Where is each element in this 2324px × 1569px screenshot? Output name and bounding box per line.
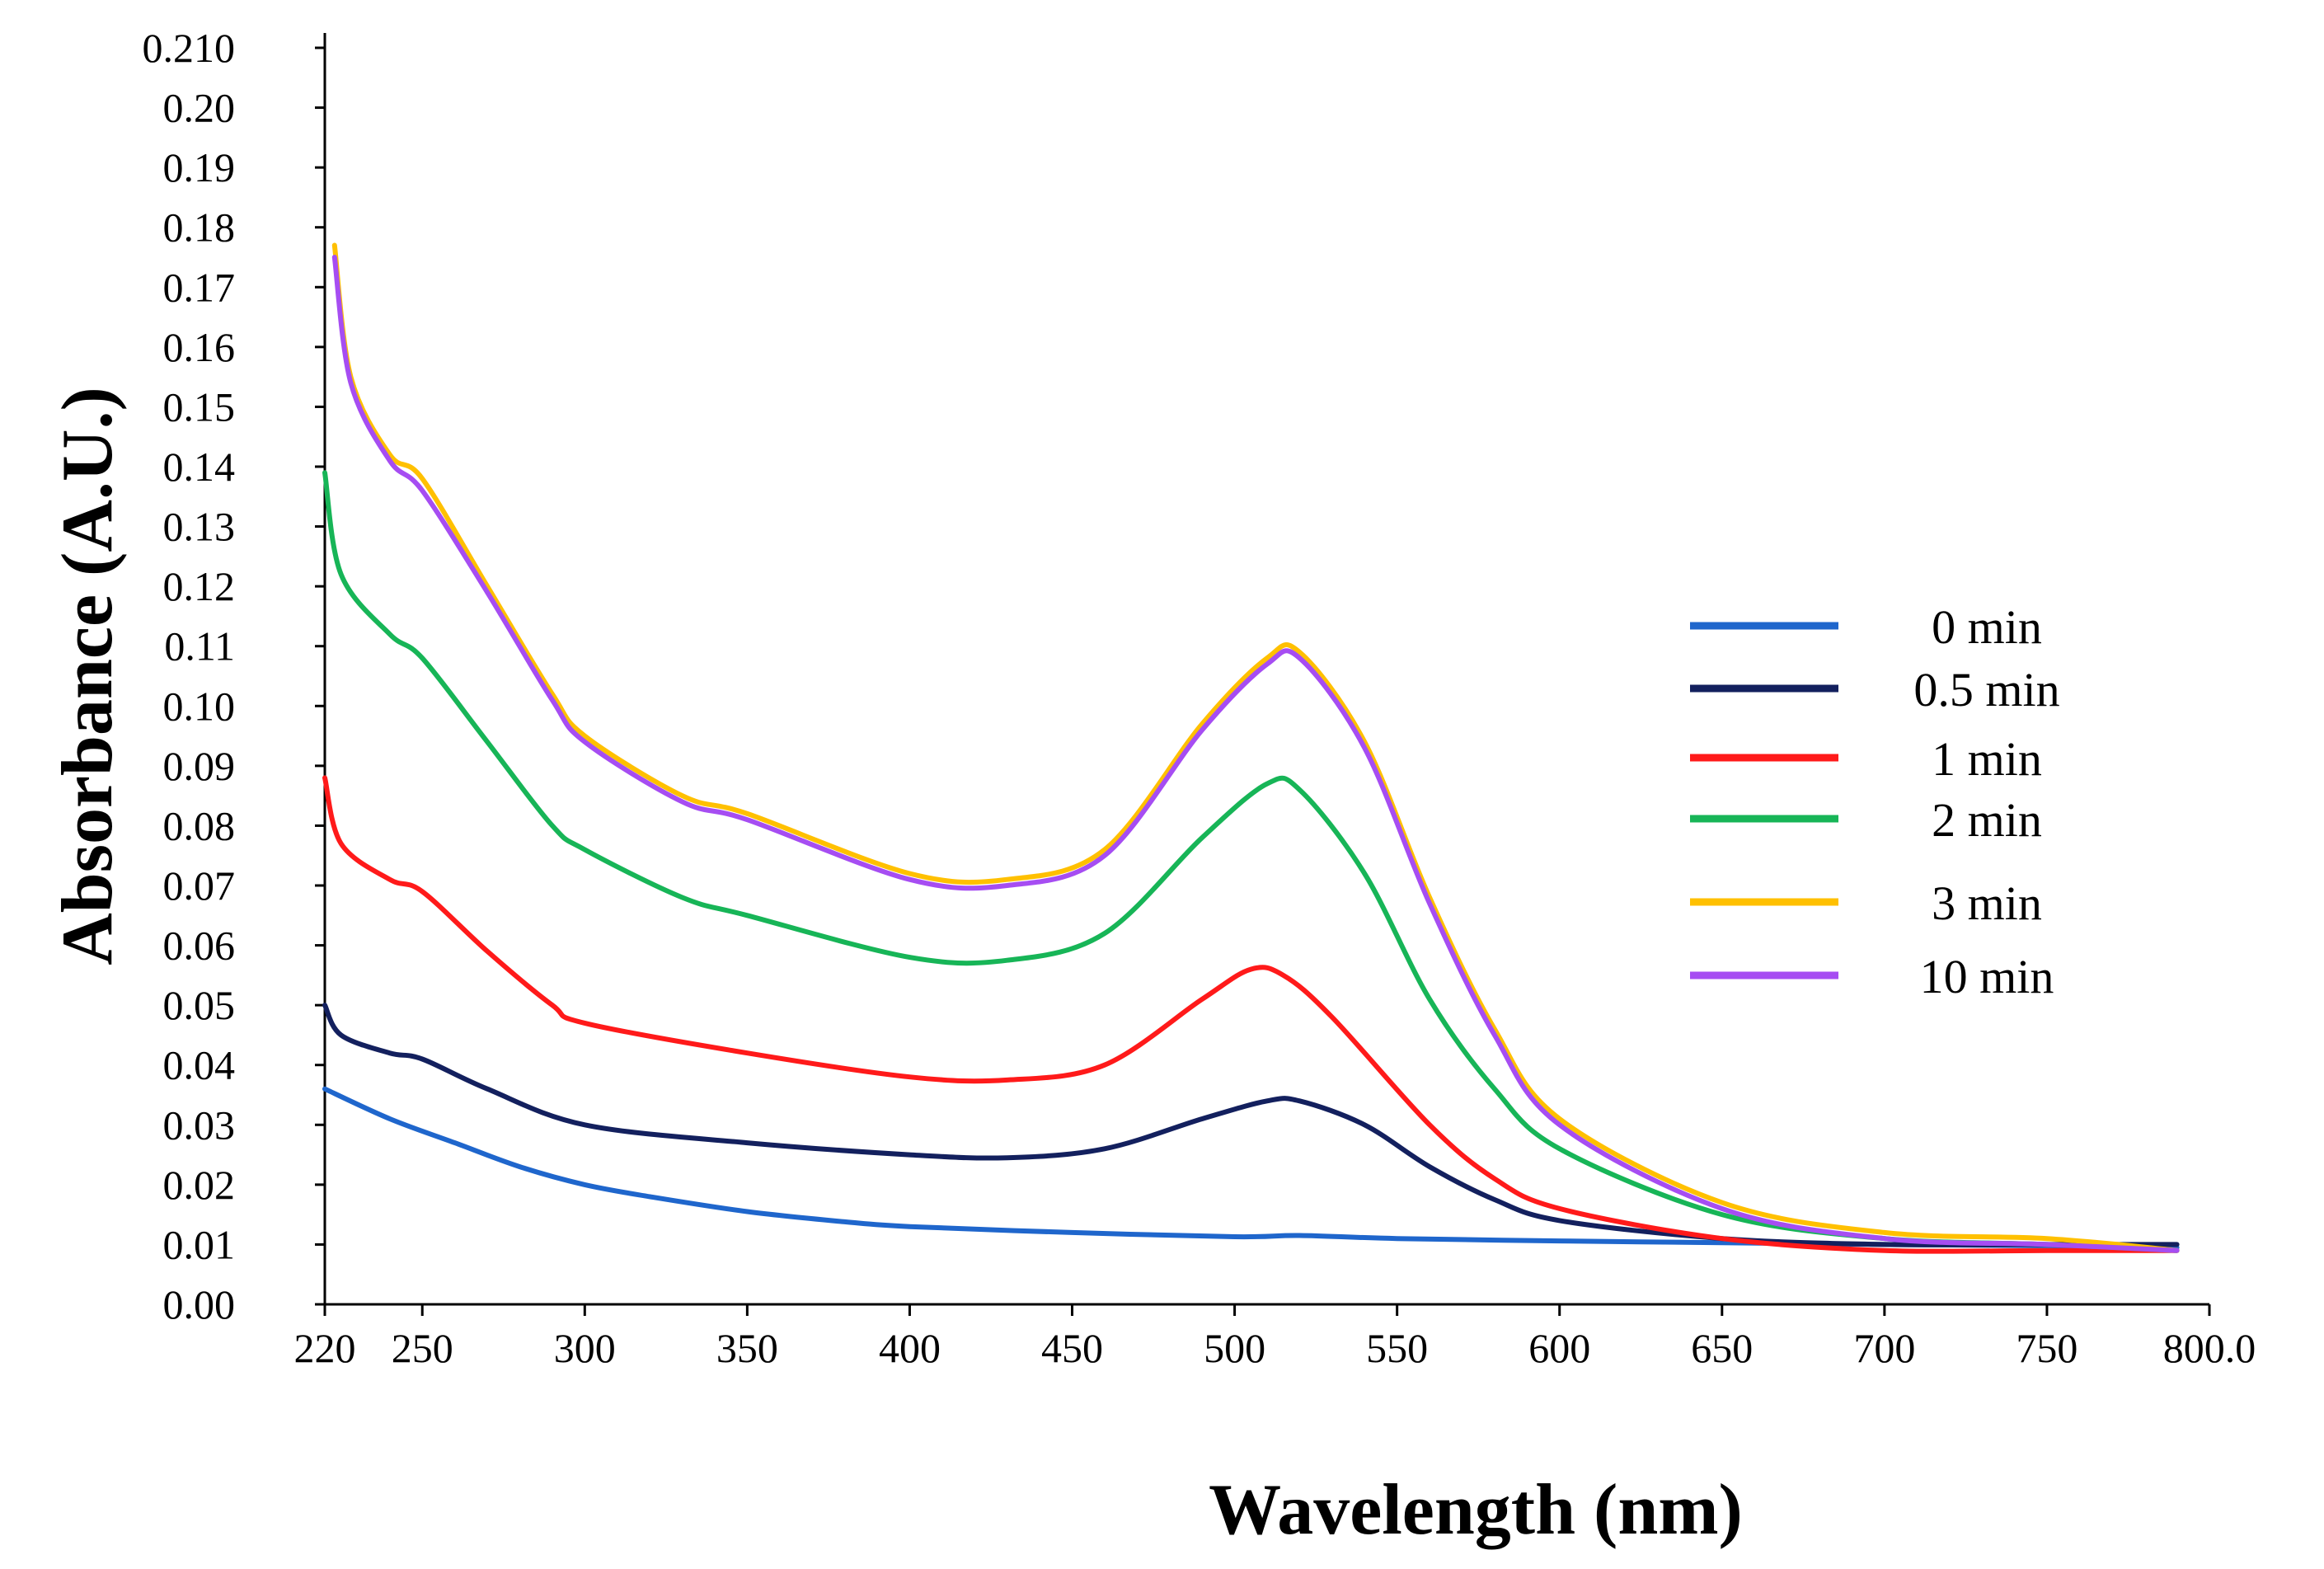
y-tick-label: 0.20	[163, 85, 236, 131]
x-tick-label: 220	[294, 1325, 356, 1371]
legend: 0 min 0.5 min 1 min 2 min 3 min 10 min	[1690, 600, 2060, 1003]
y-tick-label: 0.08	[163, 802, 236, 848]
legend-label: 10 min	[1920, 950, 2054, 1003]
x-tick-label: 350	[716, 1325, 778, 1371]
legend-label: 2 min	[1932, 793, 2042, 847]
x-tick-label: 250	[392, 1325, 453, 1371]
legend-label: 0.5 min	[1913, 663, 2059, 716]
legend-label: 0 min	[1932, 600, 2042, 654]
x-tick-label: 750	[2016, 1325, 2078, 1371]
x-tick-label: 800.0	[2163, 1325, 2256, 1371]
y-ticks: 0.00 0.01 0.02 0.03 0.04 0.05 0.06 0.07 0.08 0.09…	[143, 25, 325, 1327]
series-line-0-5-min	[322, 1003, 2180, 1247]
legend-label: 1 min	[1932, 732, 2042, 786]
y-tick-label: 0.09	[163, 743, 236, 789]
series-lines	[322, 242, 2180, 1254]
y-tick-label: 0.11	[164, 623, 235, 669]
x-tick-label: 300	[554, 1325, 616, 1371]
legend-label: 3 min	[1932, 876, 2042, 930]
x-tick-label: 500	[1204, 1325, 1265, 1371]
y-tick-label: 0.18	[163, 204, 236, 251]
y-tick-label: 0.19	[163, 144, 236, 190]
x-axis-title: Wavelength (nm)	[1209, 1470, 1743, 1550]
x-ticks: 220 250 300 350 400 450 500 550 600 650 700 750 800.…	[294, 1304, 2256, 1371]
y-tick-label: 0.00	[163, 1281, 236, 1327]
y-tick-label: 0.10	[163, 683, 236, 729]
x-tick-label: 650	[1691, 1325, 1753, 1371]
y-tick-label: 0.17	[163, 264, 236, 310]
y-tick-label: 0.01	[163, 1221, 236, 1267]
y-tick-label: 0.06	[163, 923, 236, 969]
y-tick-label: 0.05	[163, 982, 236, 1028]
series-line-10-min	[331, 255, 2180, 1253]
series-line-3-min	[331, 242, 2180, 1253]
x-tick-label: 400	[879, 1325, 941, 1371]
y-tick-label: 0.03	[163, 1102, 236, 1148]
x-tick-label: 600	[1528, 1325, 1590, 1371]
y-tick-label: 0.13	[163, 504, 236, 550]
x-tick-label: 550	[1366, 1325, 1428, 1371]
x-tick-label: 700	[1853, 1325, 1915, 1371]
y-tick-label: 0.16	[163, 324, 236, 370]
plot-area: 220 250 300 350 400 450 500 550 600 650 700 750 800.…	[143, 25, 2256, 1371]
y-axis-title: Absorbance (A.U.)	[48, 387, 128, 965]
series-line-0-min	[322, 1086, 2180, 1251]
y-tick-label: 0.14	[163, 444, 236, 490]
series-line-1-min	[322, 775, 2180, 1254]
y-tick-label: 0.15	[163, 383, 236, 430]
x-tick-label: 450	[1041, 1325, 1103, 1371]
y-tick-label: 0.12	[163, 563, 236, 609]
y-tick-label: 0.210	[143, 25, 236, 71]
y-tick-label: 0.04	[163, 1042, 236, 1088]
series-line-2-min	[322, 470, 2180, 1253]
y-tick-label: 0.02	[163, 1162, 236, 1208]
y-tick-label: 0.07	[163, 862, 236, 909]
